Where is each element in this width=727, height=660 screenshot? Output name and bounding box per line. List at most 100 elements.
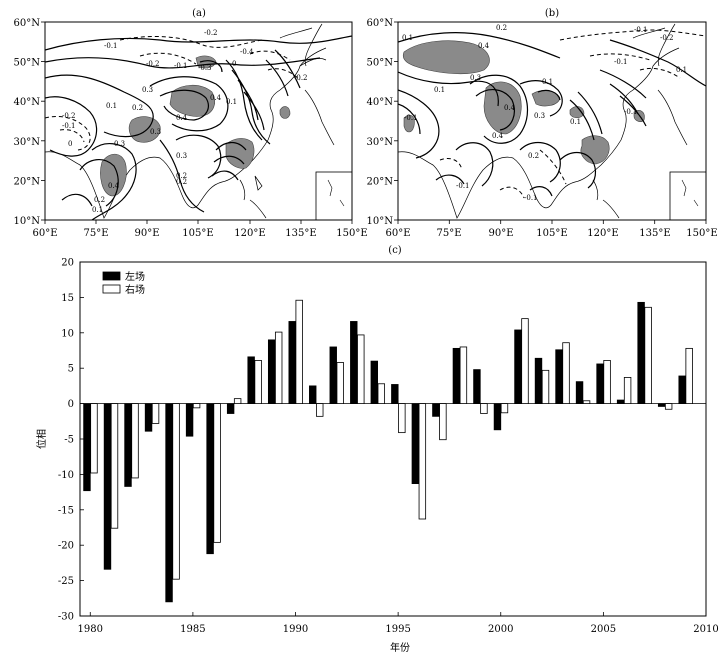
lon-tick-label: 150°E [336,228,367,239]
contour-label: 0.1 [542,78,553,86]
contour-label: 0.2 [176,172,187,180]
bars [83,299,693,603]
x-axis-ticks: 1980 1985 1990 1995 2000 2005 2010 [78,612,719,635]
contour-label: -0.1 [634,26,648,34]
map-b-inset-islands [681,179,699,207]
map-b-coastlines [398,23,688,219]
bar-right-field [254,360,262,404]
bar-right-field [357,334,365,405]
y-tick-label: 15 [61,293,74,304]
bar-left-field [534,357,543,404]
contour-label: 0.3 [114,140,125,148]
bar-left-field [555,349,563,404]
bar-right-field [500,403,509,414]
x-tick-label: 1995 [385,624,410,635]
contour-label: 0 [68,140,72,148]
bar-left-field [226,403,235,414]
x-tick-label: 2005 [591,624,616,635]
bar-left-field [411,403,420,485]
contour-label: 0.4 [478,42,490,50]
lon-tick-label: 60°E [385,228,410,239]
bar-left-field [432,403,440,417]
bar-right-field [439,403,447,441]
bar-right-field [233,398,242,405]
map-a-lon-labels: 60°E 75°E 90°E 105°E 120°E 135°E 150°E [32,228,367,239]
y-tick-label: -25 [58,576,74,587]
bar-left-field [493,403,502,431]
map-b-dashed-contours [439,29,706,199]
bar-left-field [165,403,173,603]
y-axis-label: 位相 [35,429,48,449]
y-tick-label: 20 [61,258,74,269]
bar-left-field [124,403,132,487]
lat-tick-label: 20°N [14,176,41,187]
bar-left-field [83,403,91,492]
bar-right-field [521,318,529,405]
legend-swatch-right [102,284,121,294]
map-panel-a: (a) [14,8,368,239]
bar-right-field [172,403,180,580]
bar-left-field [678,375,686,405]
bar-left-field [473,369,481,404]
x-tick-label: 2000 [488,624,513,635]
contour-label: 0.4 [210,94,222,102]
contour-label: 0.2 [496,24,507,32]
contour-label: -0.4 [240,48,254,56]
lon-tick-label: 105°E [536,228,567,239]
contour-label: 0.2 [528,152,539,160]
bar-left-field [370,360,379,404]
bar-left-field [350,321,358,404]
contour-label: 0.2 [132,104,143,112]
lon-tick-label: 150°E [686,228,717,239]
map-b-content: 0.2 -0.1 -0.2 0.1 0.4 -0.1 0.3 0.1 0.4 0… [398,23,706,220]
contour-label: -0.3 [198,64,212,72]
contour-label: -0.1 [404,114,418,122]
contour-label: -0.2 [660,34,674,42]
lon-tick-label: 75°E [436,228,461,239]
map-b-contours [398,32,706,197]
contour-label: 0.2 [176,178,187,186]
lat-tick-label: 30°N [14,137,41,148]
lon-tick-label: 75°E [83,228,108,239]
map-a-contour-labels: -0.2 -0.1 -0.2 -0.1 -0.3 -0.4 0 -0.2 0.4… [62,29,308,214]
lat-tick-label: 50°N [367,58,394,69]
contour-label: 0.1 [226,98,237,106]
map-a-contours [45,35,352,220]
lat-tick-label: 40°N [367,97,394,108]
contour-label: -0.1 [614,58,628,66]
bar-right-field [274,331,283,405]
x-tick-label: 1985 [180,624,205,635]
map-a-dashed-contours [45,36,301,151]
contour-label: 0.3 [470,74,481,82]
bar-left-field [247,356,255,405]
contour-label: -0.1 [624,108,638,116]
contour-label: 0.1 [676,66,687,74]
bar-right-field [90,403,98,474]
bar-right-field [192,403,201,409]
contour-label: 0.2 [94,196,105,204]
bar-right-field [562,342,570,405]
lat-tick-label: 50°N [14,58,41,69]
lon-tick-label: 135°E [639,228,670,239]
bar-right-field [398,403,406,434]
lon-tick-label: 60°E [32,228,57,239]
y-tick-label: -20 [58,541,74,552]
bar-right-field [418,403,427,520]
contour-label: 0 [232,60,236,68]
y-tick-label: 10 [61,328,74,339]
lat-tick-label: 10°N [367,216,394,227]
map-b-axis-ticks [394,21,707,224]
bar-right-field [151,403,160,424]
bar-right-field [582,400,591,405]
contour-label: 0.1 [92,206,103,214]
chart-title: (c) [388,245,402,256]
y-tick-label: 0 [68,399,74,410]
x-axis-label: 年份 [390,641,410,654]
y-axis-ticks: 20 15 10 5 0 -5 -10 -15 -20 -25 -30 [58,258,84,623]
bar-right-field [377,383,386,405]
map-a-coastlines [45,23,335,219]
lon-tick-label: 90°E [488,228,513,239]
bar-left-field [575,381,584,405]
